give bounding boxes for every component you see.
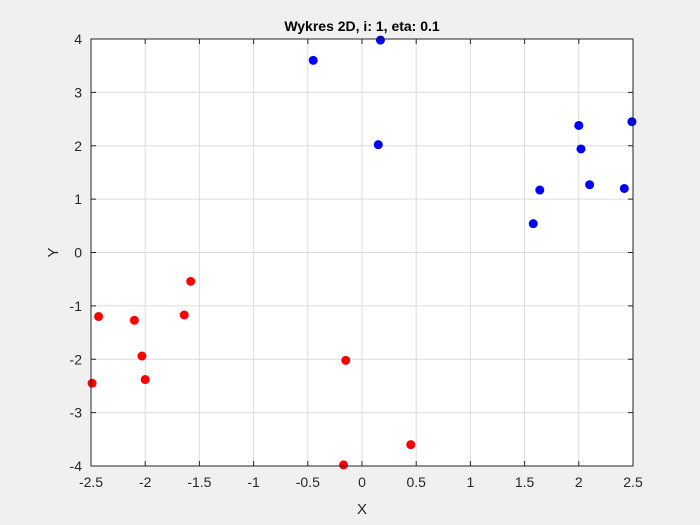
- y-tick-label: 4: [74, 31, 82, 47]
- x-tick-label: -2: [139, 474, 152, 490]
- y-tick-label: -3: [70, 405, 83, 421]
- data-point: [186, 276, 196, 286]
- data-point: [373, 140, 383, 150]
- y-tick-label: -1: [70, 298, 83, 314]
- data-point: [528, 219, 538, 229]
- y-tick-label: -2: [70, 351, 83, 367]
- x-tick-label: -1: [247, 474, 260, 490]
- data-point: [94, 312, 104, 322]
- data-point: [375, 35, 385, 45]
- data-point: [140, 375, 150, 385]
- x-axis-label: X: [357, 501, 367, 518]
- data-point: [576, 144, 586, 154]
- chart-title: Wykres 2D, i: 1, eta: 0.1: [284, 18, 440, 34]
- y-tick-label: 0: [74, 245, 82, 261]
- x-tick-label: 0: [358, 474, 366, 490]
- y-axis-label: Y: [45, 247, 62, 257]
- x-tick-label: -2.5: [79, 474, 103, 490]
- series-0: [308, 35, 637, 229]
- x-tick-label: 1.5: [515, 474, 535, 490]
- data-point: [87, 378, 97, 388]
- y-tick-label: 2: [74, 138, 82, 154]
- data-point: [585, 180, 595, 190]
- data-point: [574, 120, 584, 130]
- data-point: [406, 440, 416, 450]
- data-point: [179, 310, 189, 320]
- data-point: [535, 185, 545, 195]
- y-tick-label: -4: [70, 458, 83, 474]
- x-tick-label: 0.5: [406, 474, 426, 490]
- data-points: [87, 35, 637, 470]
- x-tick-label: 2: [575, 474, 583, 490]
- x-tick-label: 1: [467, 474, 475, 490]
- data-point: [308, 55, 318, 65]
- data-point: [627, 117, 637, 127]
- x-tick-label: 2.5: [623, 474, 643, 490]
- x-tick-label: -0.5: [296, 474, 320, 490]
- y-tick-label: 3: [74, 84, 82, 100]
- data-point: [137, 351, 147, 361]
- data-point: [339, 460, 349, 470]
- data-point: [341, 355, 351, 365]
- series-1: [87, 276, 416, 470]
- x-tick-label: -1.5: [187, 474, 211, 490]
- data-point: [619, 183, 629, 193]
- ticks: -2.5 -2 -1.5 -1 -0.5 0 0.5 1 1.5 2 2.5 -4 -3 -2 -1 0 1 2 3…: [70, 31, 643, 490]
- y-tick-label: 1: [74, 191, 82, 207]
- data-point: [129, 315, 139, 325]
